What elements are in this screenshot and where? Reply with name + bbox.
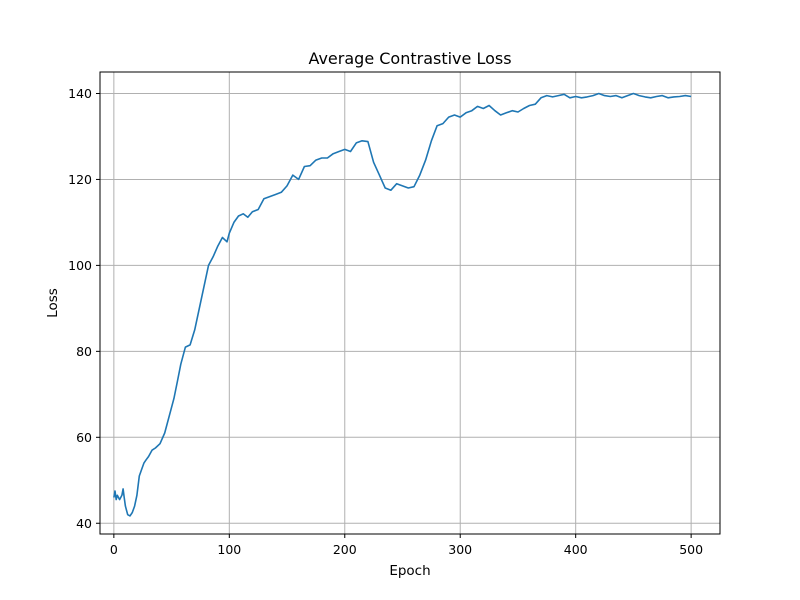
- y-tick-label: 40: [76, 516, 92, 531]
- x-tick-label: 400: [564, 542, 588, 557]
- chart-title: Average Contrastive Loss: [308, 49, 511, 68]
- loss-series-line: [113, 92, 692, 517]
- y-axis-ticks: 40 60 80 100 120 140: [68, 86, 100, 531]
- x-axis-label: Epoch: [389, 563, 430, 579]
- y-tick-label: 100: [68, 258, 92, 273]
- x-tick-label: 100: [217, 542, 241, 557]
- axes-frame: [99, 71, 721, 535]
- x-tick-label: 0: [110, 542, 118, 557]
- plot-area: [113, 92, 692, 517]
- x-tick-label: 200: [333, 542, 357, 557]
- y-tick-label: 140: [68, 86, 92, 101]
- y-axis-label: Loss: [45, 288, 61, 318]
- y-tick-label: 120: [68, 172, 92, 187]
- x-tick-label: 300: [448, 542, 472, 557]
- x-axis-ticks: 0 100 200 300 400 500: [110, 534, 703, 557]
- x-tick-label: 500: [679, 542, 703, 557]
- y-tick-label: 80: [76, 344, 92, 359]
- y-tick-label: 60: [76, 430, 92, 445]
